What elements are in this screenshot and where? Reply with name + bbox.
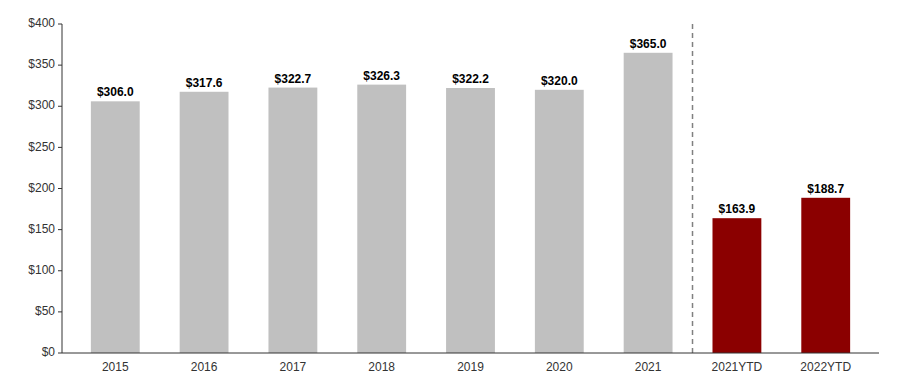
x-axis-line: [62, 353, 879, 354]
y-tick: [58, 24, 62, 25]
bar: [535, 90, 584, 353]
y-tick: [58, 188, 62, 189]
bar: [446, 88, 495, 353]
chart-container: $0 $50 $100 $150 $200 $250 $300 $350 $400 2015 201…: [0, 0, 899, 389]
y-tick-label: $200: [28, 181, 55, 195]
y-tick-label: $100: [28, 263, 55, 277]
y-tick: [58, 106, 62, 107]
chart: $0 $50 $100 $150 $200 $250 $300 $350 $400 2015 201…: [0, 0, 899, 389]
y-tick-label: $150: [28, 222, 55, 236]
data-label: $320.0: [541, 74, 578, 88]
x-tick-label: 2022YTD: [800, 360, 851, 374]
y-tick-label: $400: [28, 16, 55, 30]
y-tick: [58, 229, 62, 230]
bar: [712, 218, 761, 353]
data-label: $365.0: [630, 37, 667, 51]
data-label: $322.2: [452, 72, 489, 86]
x-tick-label: 2021YTD: [712, 360, 763, 374]
bar: [91, 101, 140, 353]
x-tick-label: 2017: [280, 360, 307, 374]
y-tick-label: $50: [35, 304, 55, 318]
data-label: $322.7: [275, 72, 312, 86]
bar: [357, 85, 406, 353]
y-tick: [58, 270, 62, 271]
x-tick-label: 2019: [457, 360, 484, 374]
data-label: $326.3: [363, 69, 400, 83]
bar: [801, 198, 850, 353]
data-label: $317.6: [186, 76, 223, 90]
data-label: $188.7: [807, 182, 844, 196]
y-tick-label: $350: [28, 57, 55, 71]
x-tick-label: 2015: [102, 360, 129, 374]
y-tick: [58, 353, 62, 354]
y-tick: [58, 65, 62, 66]
bar: [624, 53, 673, 353]
bars: [91, 53, 850, 353]
bar: [180, 92, 229, 353]
y-tick-label: $250: [28, 140, 55, 154]
x-tick-label: 2021: [635, 360, 662, 374]
x-tick-label: 2020: [546, 360, 573, 374]
x-tick-label: 2016: [191, 360, 218, 374]
data-label: $163.9: [719, 202, 756, 216]
divider: [692, 24, 694, 353]
bar: [268, 88, 317, 353]
y-tick-label: $0: [42, 345, 56, 359]
data-label: $306.0: [97, 85, 134, 99]
x-tick-label: 2018: [368, 360, 395, 374]
y-tick: [58, 147, 62, 148]
y-tick-label: $300: [28, 98, 55, 112]
y-tick: [58, 311, 62, 312]
